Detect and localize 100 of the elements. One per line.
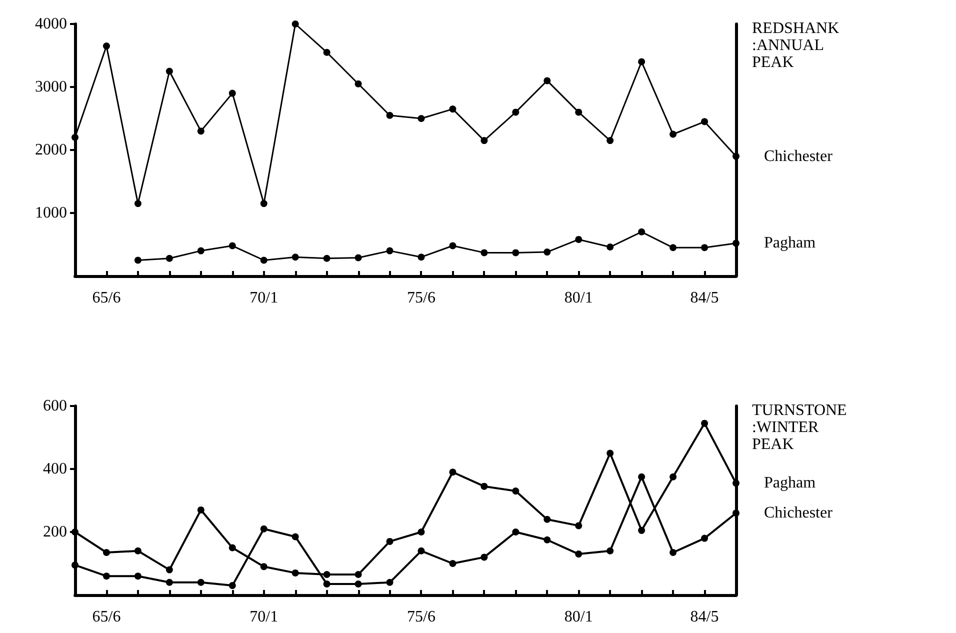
point (260, 200, 268, 208)
x-tick-label: 84/5 (690, 608, 719, 626)
point (638, 526, 646, 534)
point (480, 249, 488, 256)
point (449, 106, 456, 113)
point (512, 108, 520, 116)
point (638, 228, 646, 236)
point (354, 580, 362, 588)
point (354, 254, 362, 262)
point (512, 528, 520, 536)
point (228, 544, 236, 552)
point (260, 525, 268, 532)
text: TURNSTONE :WINTER PEAK (752, 402, 847, 453)
point (606, 137, 614, 144)
point (670, 130, 677, 138)
x-tick-label: 80/1 (564, 290, 593, 306)
point (606, 547, 614, 554)
point (386, 538, 394, 545)
point (292, 533, 299, 540)
y-tick-label: 400 (43, 460, 67, 478)
point (418, 115, 425, 122)
point (418, 528, 425, 536)
point (228, 90, 236, 97)
point (732, 152, 740, 160)
point (72, 562, 78, 569)
point (134, 547, 142, 554)
point (544, 248, 551, 256)
point (575, 236, 582, 243)
point (512, 249, 520, 256)
x-tick-label: 84/5 (690, 290, 719, 306)
point (134, 572, 142, 580)
y-tick-label: 600 (43, 398, 67, 414)
x-tick-label: 75/6 (407, 608, 436, 626)
point (323, 571, 330, 578)
point (480, 554, 488, 561)
x-tick-label: 70/1 (250, 608, 278, 626)
point (606, 450, 614, 457)
point (354, 80, 362, 88)
point (166, 566, 173, 574)
text: REDSHANK :ANNUAL PEAK (752, 20, 840, 71)
y-tick-label: 2000 (35, 142, 67, 158)
point (228, 242, 236, 250)
point (732, 510, 740, 517)
point (638, 58, 646, 66)
point (449, 468, 456, 476)
x-tick-label: 70/1 (250, 290, 278, 306)
point (449, 560, 456, 567)
point (638, 473, 646, 480)
point (197, 128, 204, 135)
point (102, 548, 110, 556)
point (575, 550, 582, 558)
y-tick-label: 3000 (35, 78, 67, 96)
point (197, 578, 204, 586)
point (102, 42, 110, 50)
point (197, 247, 204, 254)
series-label: Pagham (764, 474, 816, 492)
x-tick-label: 80/1 (564, 608, 593, 626)
point (544, 516, 551, 523)
point (323, 580, 330, 588)
point (166, 68, 173, 75)
point (544, 77, 551, 84)
y-tick-label: 4000 (35, 16, 67, 32)
point (166, 578, 173, 586)
point (72, 134, 78, 141)
point (260, 256, 268, 264)
point (323, 48, 330, 56)
point (292, 569, 299, 576)
point (166, 254, 173, 262)
point (260, 563, 268, 570)
point (670, 244, 677, 252)
point (670, 473, 677, 480)
series-label: Chichester (764, 148, 834, 165)
series-label: Pagham (764, 234, 816, 252)
y-tick-label: 1000 (35, 204, 67, 222)
point (544, 536, 551, 544)
point (292, 254, 299, 261)
point (323, 254, 330, 262)
point (228, 582, 236, 590)
point (732, 240, 740, 247)
point (386, 112, 394, 119)
point (512, 488, 520, 495)
x-tick-label: 65/6 (92, 290, 121, 306)
point (354, 571, 362, 578)
y-tick-label: 200 (43, 524, 67, 540)
point (197, 506, 204, 514)
point (606, 244, 614, 251)
point (449, 242, 456, 250)
point (575, 108, 582, 116)
point (134, 256, 142, 264)
point (102, 572, 110, 580)
point (386, 578, 394, 586)
point (670, 548, 677, 556)
x-tick-label: 65/6 (92, 608, 121, 626)
series-label: Chichester (764, 504, 834, 522)
x-tick-label: 75/6 (407, 290, 436, 306)
point (292, 20, 299, 28)
point (480, 482, 488, 490)
point (701, 534, 708, 542)
point (418, 254, 425, 261)
point (701, 118, 708, 126)
